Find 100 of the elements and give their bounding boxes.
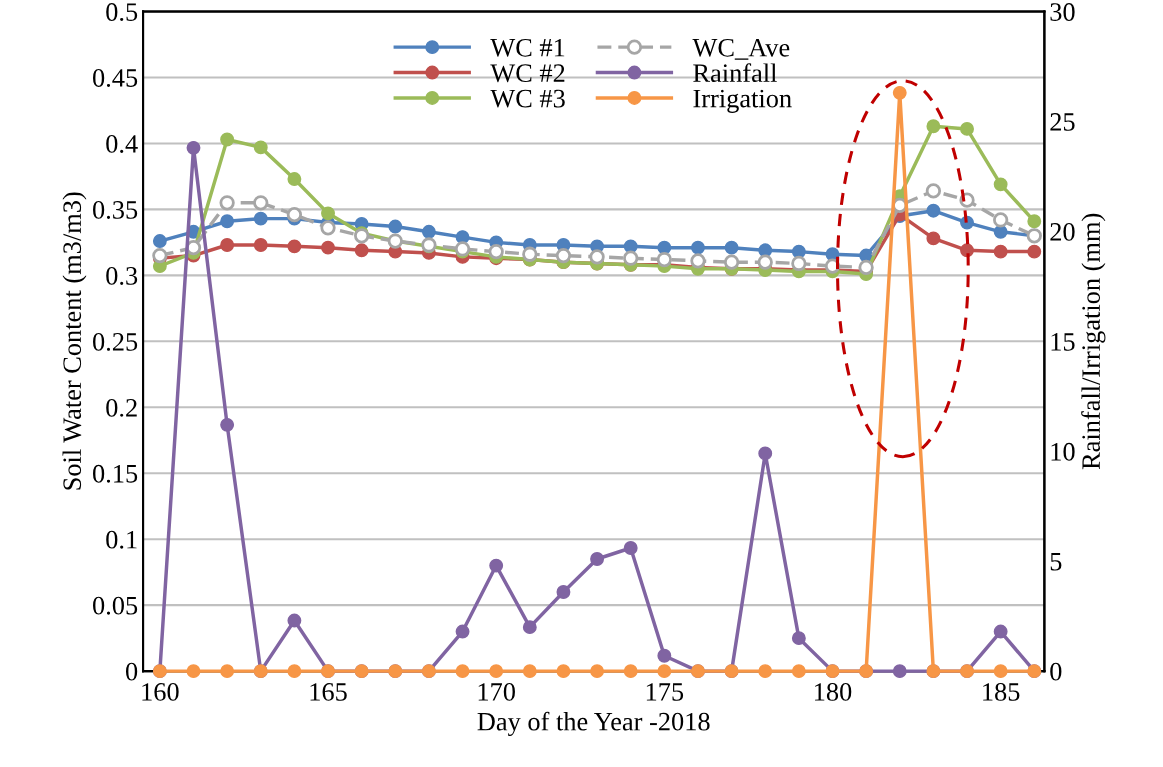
legend-label: WC #1 [490, 38, 565, 57]
y2-axis-title: Rainfall/Irrigation (mm) [1081, 213, 1106, 470]
point [623, 664, 638, 679]
point [489, 664, 504, 679]
x-tick-label: 175 [646, 683, 684, 701]
y-tick-label: 0.05 [93, 596, 138, 615]
point [993, 664, 1008, 679]
point [723, 254, 740, 270]
legend-label: Rainfall [693, 63, 777, 83]
point [791, 664, 806, 679]
y-tick-label: 0.15 [93, 464, 138, 483]
point [892, 664, 907, 679]
point [287, 172, 302, 186]
point [287, 664, 302, 679]
point [656, 251, 672, 268]
point [960, 121, 974, 136]
point [320, 220, 336, 236]
x-tick-label: 165 [310, 683, 347, 701]
point [993, 624, 1008, 639]
point [152, 247, 168, 264]
y2-tick-label: 25 [1050, 113, 1075, 131]
legend-label: WC_Ave [692, 38, 790, 60]
point [858, 259, 874, 276]
point [657, 664, 672, 679]
point [354, 243, 369, 258]
point [220, 664, 235, 679]
y2-tick-label: 30 [1050, 3, 1075, 21]
point [993, 177, 1008, 192]
point [522, 246, 538, 262]
point [757, 254, 773, 270]
point [287, 613, 302, 628]
point [691, 240, 705, 255]
point [186, 664, 201, 679]
y-tick-label: 0.4 [106, 135, 138, 153]
point [589, 249, 605, 265]
y-tick-label: 0.1 [106, 530, 137, 549]
point [489, 558, 504, 573]
point [590, 664, 605, 679]
point [321, 206, 335, 221]
x-tick-label: 160 [142, 683, 179, 701]
point [253, 238, 268, 252]
point [892, 85, 907, 100]
y-tick-label: 0.3 [106, 266, 138, 285]
point [758, 446, 773, 461]
point [488, 243, 504, 260]
point [926, 203, 941, 218]
legend-label: WC #3 [490, 89, 565, 108]
point [286, 207, 303, 223]
point [219, 195, 235, 211]
y-tick-label: 0.5 [106, 3, 138, 22]
point [522, 620, 537, 635]
legend-label: Irrigation [693, 89, 792, 113]
point [623, 250, 639, 266]
y2-tick-label: 0 [1050, 662, 1062, 681]
y2-tick-label: 10 [1051, 442, 1075, 461]
point [758, 243, 773, 258]
point [220, 417, 235, 432]
x-tick-label: 180 [815, 683, 852, 701]
point [556, 664, 571, 679]
y-tick-label: 0.25 [93, 332, 138, 351]
y2-tick-label: 15 [1051, 333, 1075, 351]
point [926, 231, 941, 246]
point [690, 253, 706, 269]
point [590, 552, 605, 566]
y-axis-title: Soil Water Content (m3/m3) [62, 192, 87, 490]
point [993, 244, 1008, 259]
point [186, 140, 201, 155]
point [758, 664, 773, 679]
point [926, 119, 941, 134]
point [555, 247, 572, 264]
point [455, 624, 470, 639]
point [455, 664, 470, 679]
point [421, 224, 436, 239]
point [220, 214, 235, 229]
point [993, 212, 1009, 228]
point [220, 238, 235, 252]
point [925, 183, 942, 199]
x-axis-title: Day of the Year -2018 [477, 711, 710, 736]
y-tick-label: 0.45 [93, 69, 138, 87]
point [253, 195, 269, 211]
y-tick-label: 0.35 [93, 201, 138, 219]
point [253, 211, 268, 226]
point [388, 219, 403, 234]
point [657, 648, 672, 663]
point [724, 240, 739, 255]
point [321, 240, 335, 255]
y2-tick-label: 5 [1050, 553, 1062, 571]
point [152, 234, 167, 248]
point [623, 541, 638, 555]
point [791, 255, 807, 272]
y-tick-label: 0 [126, 662, 138, 681]
point [253, 140, 268, 155]
y2-tick-label: 20 [1050, 222, 1075, 241]
x-tick-label: 185 [983, 683, 1020, 701]
point [220, 132, 235, 147]
y-tick-label: 0.2 [106, 398, 137, 417]
point [1027, 244, 1042, 259]
point [556, 585, 571, 599]
point [1027, 214, 1042, 229]
point [287, 239, 302, 254]
